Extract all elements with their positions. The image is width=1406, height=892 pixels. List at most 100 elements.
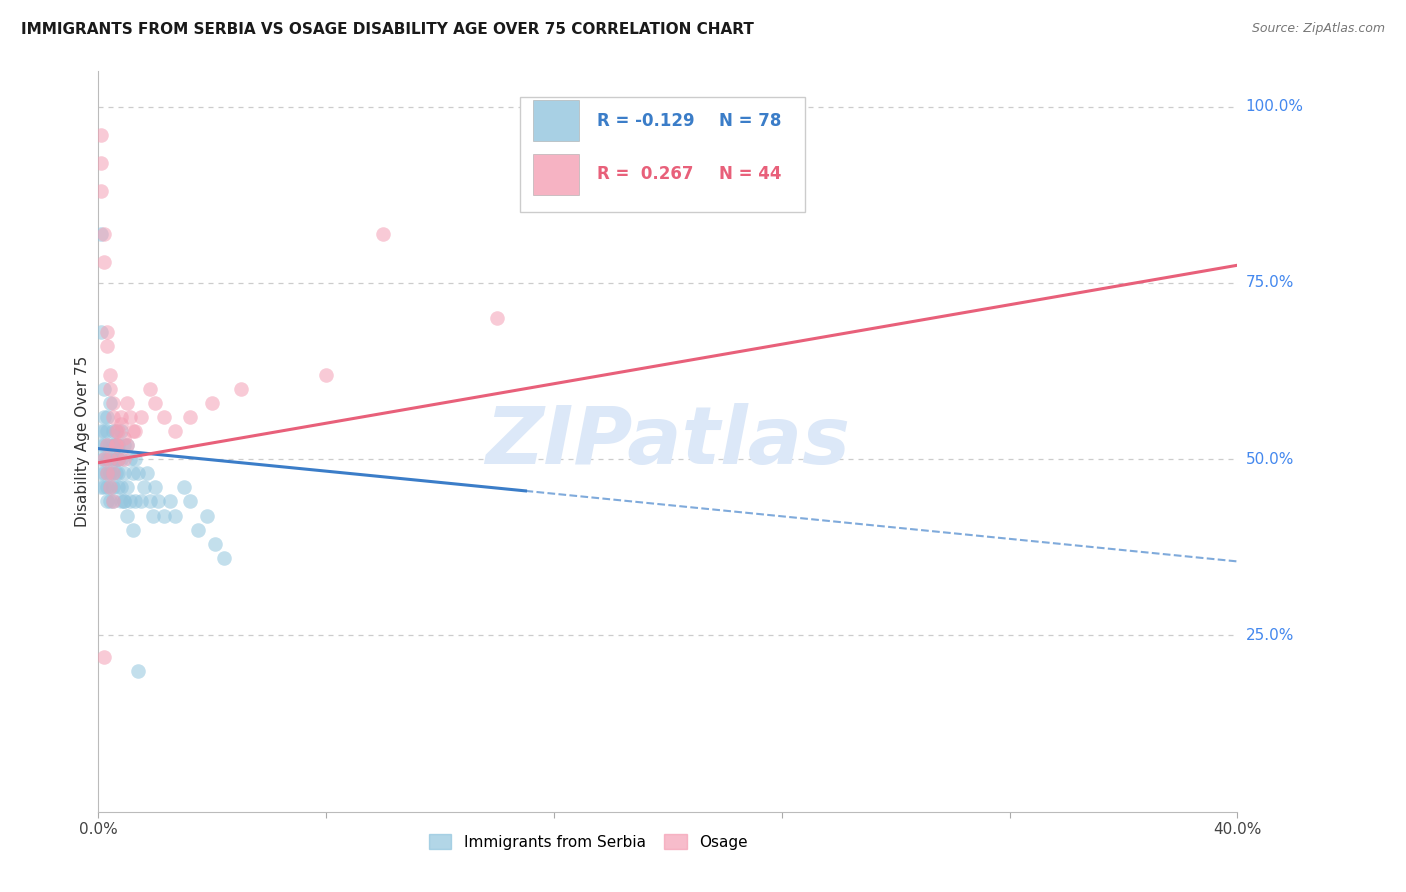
Point	[107, 467, 129, 481]
Point	[110, 424, 132, 438]
Point	[135, 467, 157, 481]
Point	[315, 368, 337, 382]
Point	[124, 452, 146, 467]
Point	[98, 368, 121, 382]
Text: N = 78: N = 78	[718, 112, 782, 129]
Point	[101, 467, 124, 481]
Point	[110, 494, 132, 508]
Point	[173, 480, 195, 494]
Point	[112, 494, 135, 508]
Point	[107, 424, 129, 438]
Point	[96, 325, 118, 339]
Point	[145, 396, 167, 410]
Point	[115, 396, 138, 410]
Point	[96, 438, 118, 452]
Point	[138, 382, 160, 396]
Point	[96, 467, 118, 481]
Point	[118, 494, 141, 508]
Point	[98, 480, 121, 494]
Point	[107, 452, 129, 467]
Point	[112, 467, 135, 481]
Text: N = 44: N = 44	[718, 165, 782, 184]
Point	[153, 508, 176, 523]
Point	[93, 409, 115, 424]
Point	[110, 480, 132, 494]
Point	[101, 494, 124, 508]
Point	[124, 494, 146, 508]
Point	[104, 438, 127, 452]
Point	[96, 438, 118, 452]
Point	[90, 325, 112, 339]
Point	[112, 438, 135, 452]
Point	[165, 508, 187, 523]
Point	[129, 409, 152, 424]
Point	[132, 480, 155, 494]
Point	[96, 409, 118, 424]
Point	[101, 396, 124, 410]
Point	[90, 480, 112, 494]
Point	[153, 409, 176, 424]
Point	[118, 409, 141, 424]
Point	[104, 467, 127, 481]
Point	[201, 396, 224, 410]
Point	[96, 480, 118, 494]
Point	[90, 227, 112, 241]
Point	[165, 424, 187, 438]
Point	[112, 452, 135, 467]
Point	[121, 424, 143, 438]
Point	[187, 523, 209, 537]
Point	[98, 494, 121, 508]
Point	[93, 480, 115, 494]
Point	[115, 438, 138, 452]
Point	[93, 424, 115, 438]
Point	[90, 438, 112, 452]
Point	[96, 339, 118, 353]
Point	[159, 494, 181, 508]
Point	[195, 508, 218, 523]
Point	[98, 452, 121, 467]
Point	[107, 480, 129, 494]
Point	[107, 452, 129, 467]
Point	[101, 438, 124, 452]
Point	[93, 452, 115, 467]
Point	[93, 227, 115, 241]
Text: 25.0%: 25.0%	[1246, 628, 1294, 643]
Point	[179, 409, 201, 424]
Point	[121, 523, 143, 537]
Point	[127, 664, 149, 678]
Point	[124, 424, 146, 438]
Point	[96, 467, 118, 481]
Point	[104, 438, 127, 452]
Point	[373, 227, 395, 241]
Point	[204, 537, 226, 551]
Text: ZIPatlas: ZIPatlas	[485, 402, 851, 481]
Point	[93, 382, 115, 396]
Y-axis label: Disability Age Over 75: Disability Age Over 75	[75, 356, 90, 527]
Point	[98, 382, 121, 396]
Point	[115, 438, 138, 452]
Point	[93, 438, 115, 452]
Point	[115, 480, 138, 494]
Point	[101, 409, 124, 424]
Point	[118, 452, 141, 467]
Point	[129, 494, 152, 508]
Point	[90, 184, 112, 198]
Point	[101, 480, 124, 494]
Legend: Immigrants from Serbia, Osage: Immigrants from Serbia, Osage	[422, 828, 754, 856]
Point	[104, 424, 127, 438]
Point	[112, 431, 135, 445]
Point	[93, 452, 115, 467]
Point	[138, 494, 160, 508]
Point	[96, 452, 118, 467]
Point	[127, 467, 149, 481]
Point	[145, 480, 167, 494]
Point	[93, 254, 115, 268]
Point	[110, 452, 132, 467]
Point	[141, 508, 163, 523]
Point	[90, 452, 112, 467]
Point	[101, 467, 124, 481]
Point	[104, 424, 127, 438]
Point	[90, 424, 112, 438]
Point	[212, 550, 235, 565]
Point	[98, 480, 121, 494]
